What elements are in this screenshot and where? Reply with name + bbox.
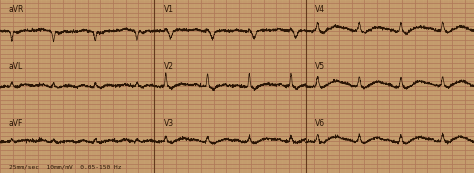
Text: V2: V2 — [164, 62, 173, 71]
Text: V1: V1 — [164, 5, 173, 14]
Text: aVL: aVL — [9, 62, 23, 71]
Text: V5: V5 — [315, 62, 325, 71]
Text: aVF: aVF — [9, 119, 23, 128]
Text: aVR: aVR — [9, 5, 24, 14]
Text: V4: V4 — [315, 5, 325, 14]
Text: V6: V6 — [315, 119, 325, 128]
Text: V3: V3 — [164, 119, 173, 128]
Text: 25mm/sec  10mm/mV  0.05-150 Hz: 25mm/sec 10mm/mV 0.05-150 Hz — [9, 165, 121, 170]
